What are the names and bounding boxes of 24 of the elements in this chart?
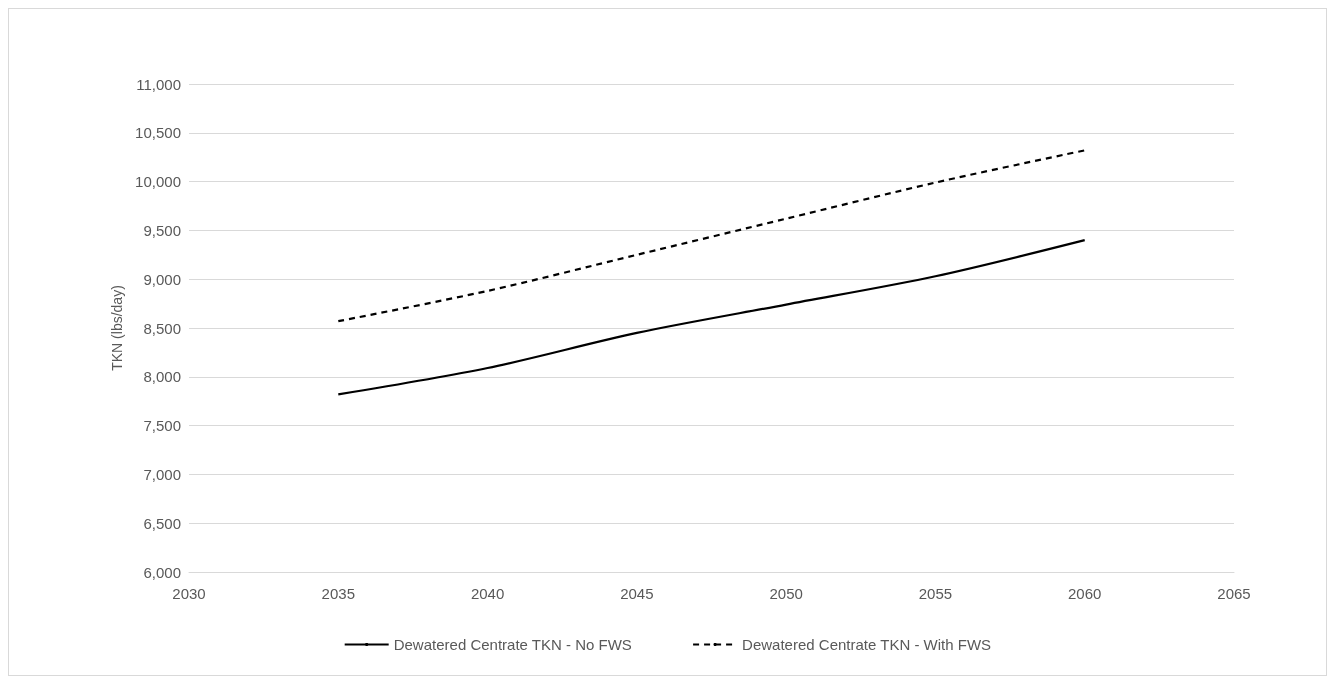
y-tick-label: 9,500 <box>143 221 181 239</box>
x-tick-label: 2035 <box>321 585 355 602</box>
line-series <box>337 149 1086 323</box>
y-tick-label: 8,500 <box>143 319 181 337</box>
y-tick-label: 10,500 <box>135 124 181 142</box>
y-tick-label: 9,000 <box>143 270 181 288</box>
x-tick-label: 2065 <box>1217 585 1251 602</box>
x-tick-label: 2045 <box>620 585 654 602</box>
x-tick-label: 2060 <box>1068 585 1102 602</box>
x-tick-label: 2050 <box>769 585 803 602</box>
x-tick-label: 2040 <box>470 585 505 602</box>
y-tick-label: 7,000 <box>143 465 181 483</box>
line-series <box>337 239 1086 396</box>
y-axis-title: TKN (lbs/day) <box>109 285 126 371</box>
y-tick-label: 11,000 <box>136 75 181 93</box>
y-tick-label: 6,000 <box>143 563 181 581</box>
x-tick-label: 2055 <box>918 585 953 602</box>
y-tick-label: 10,000 <box>135 173 181 191</box>
y-tick-label: 7,500 <box>143 417 181 435</box>
legend-label: Dewatered Centrate TKN - With FWS <box>742 636 992 653</box>
x-tick-label: 2030 <box>172 585 206 602</box>
y-tick-label: 8,000 <box>143 368 181 386</box>
y-tick-label: 6,500 <box>143 514 181 532</box>
legend-label: Dewatered Centrate TKN - No FWS <box>393 636 632 653</box>
